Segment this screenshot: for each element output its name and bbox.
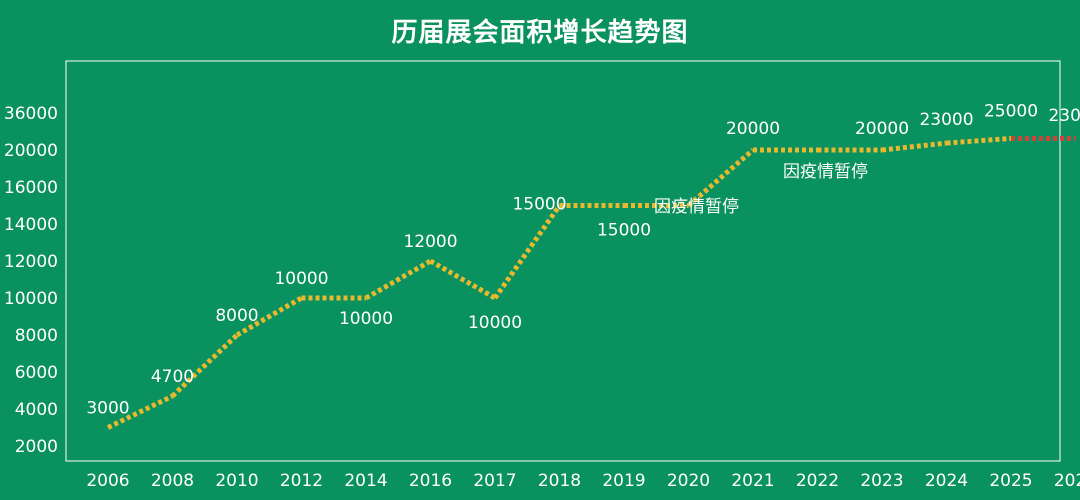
y-tick-label: 8000: [15, 326, 58, 346]
series-line-segment: [881, 140, 947, 153]
y-tick-labels: 2000 4000 6000 8000 10000 12000 14000 16000 2000…: [4, 104, 58, 457]
data-label: 12000: [403, 232, 457, 252]
series-line-segment: [364, 258, 432, 301]
data-label: 20000: [855, 119, 909, 139]
data-label: 15000: [512, 195, 566, 215]
series-line-segment: [170, 333, 239, 398]
y-tick-label: 4000: [15, 400, 58, 420]
y-tick-label: 12000: [4, 252, 58, 272]
chart-title: 历届展会面积增长趋势图: [391, 18, 689, 48]
x-tick-label: 2026: [1054, 471, 1080, 491]
data-label: 10000: [468, 313, 522, 333]
x-tick-label: 2012: [280, 471, 323, 491]
series-line-segment: [492, 204, 562, 300]
data-label: 20000: [726, 119, 780, 139]
x-tick-label: 2016: [409, 471, 452, 491]
series-line-segment: [106, 393, 174, 430]
x-tick-label: 2023: [860, 471, 903, 491]
x-tick-label: 2018: [538, 471, 581, 491]
y-tick-label: 16000: [4, 178, 58, 198]
y-tick-label: 2000: [15, 437, 58, 457]
series-line-segment: [946, 135, 1012, 146]
data-labels: 3000 4700 8000 10000 10000 12000 10000 15000 150…: [86, 101, 1080, 419]
x-tick-label: 2019: [602, 471, 645, 491]
data-label: 3000: [86, 399, 129, 419]
y-tick-label: 6000: [15, 363, 58, 383]
data-label: 4700: [151, 367, 194, 387]
data-label: 10000: [274, 269, 328, 289]
data-label: 23000: [1048, 106, 1080, 126]
plot-frame: [65, 60, 1061, 462]
annotation-text: 因疫情暂停: [654, 197, 739, 217]
x-tick-label: 2008: [151, 471, 194, 491]
x-tick-label: 2025: [989, 471, 1032, 491]
x-tick-labels: 2006 2008 2010 2012 2014 2016 2017 2018 2019 2020…: [86, 471, 1080, 491]
x-tick-label: 2021: [731, 471, 774, 491]
data-label: 10000: [339, 309, 393, 329]
series-line-segment: [686, 148, 755, 208]
series-line-segment: [235, 295, 303, 338]
data-label: 23000: [919, 110, 973, 130]
x-tick-label: 2006: [86, 471, 129, 491]
x-tick-label: 2024: [925, 471, 968, 491]
x-tick-label: 2017: [473, 471, 516, 491]
annotation-text: 因疫情暂停: [783, 162, 868, 182]
x-tick-label: 2010: [215, 471, 258, 491]
series-lines: [106, 135, 1076, 430]
data-label: 8000: [215, 306, 258, 326]
x-tick-label: 2020: [667, 471, 710, 491]
data-label: 25000: [984, 101, 1038, 121]
y-tick-label: 36000: [4, 104, 58, 124]
y-tick-label: 20000: [4, 141, 58, 161]
x-tick-label: 2014: [344, 471, 387, 491]
y-tick-label: 10000: [4, 289, 58, 309]
y-tick-label: 14000: [4, 215, 58, 235]
x-tick-label: 2022: [796, 471, 839, 491]
series-line-segment: [429, 258, 497, 301]
data-label: 15000: [597, 221, 651, 241]
